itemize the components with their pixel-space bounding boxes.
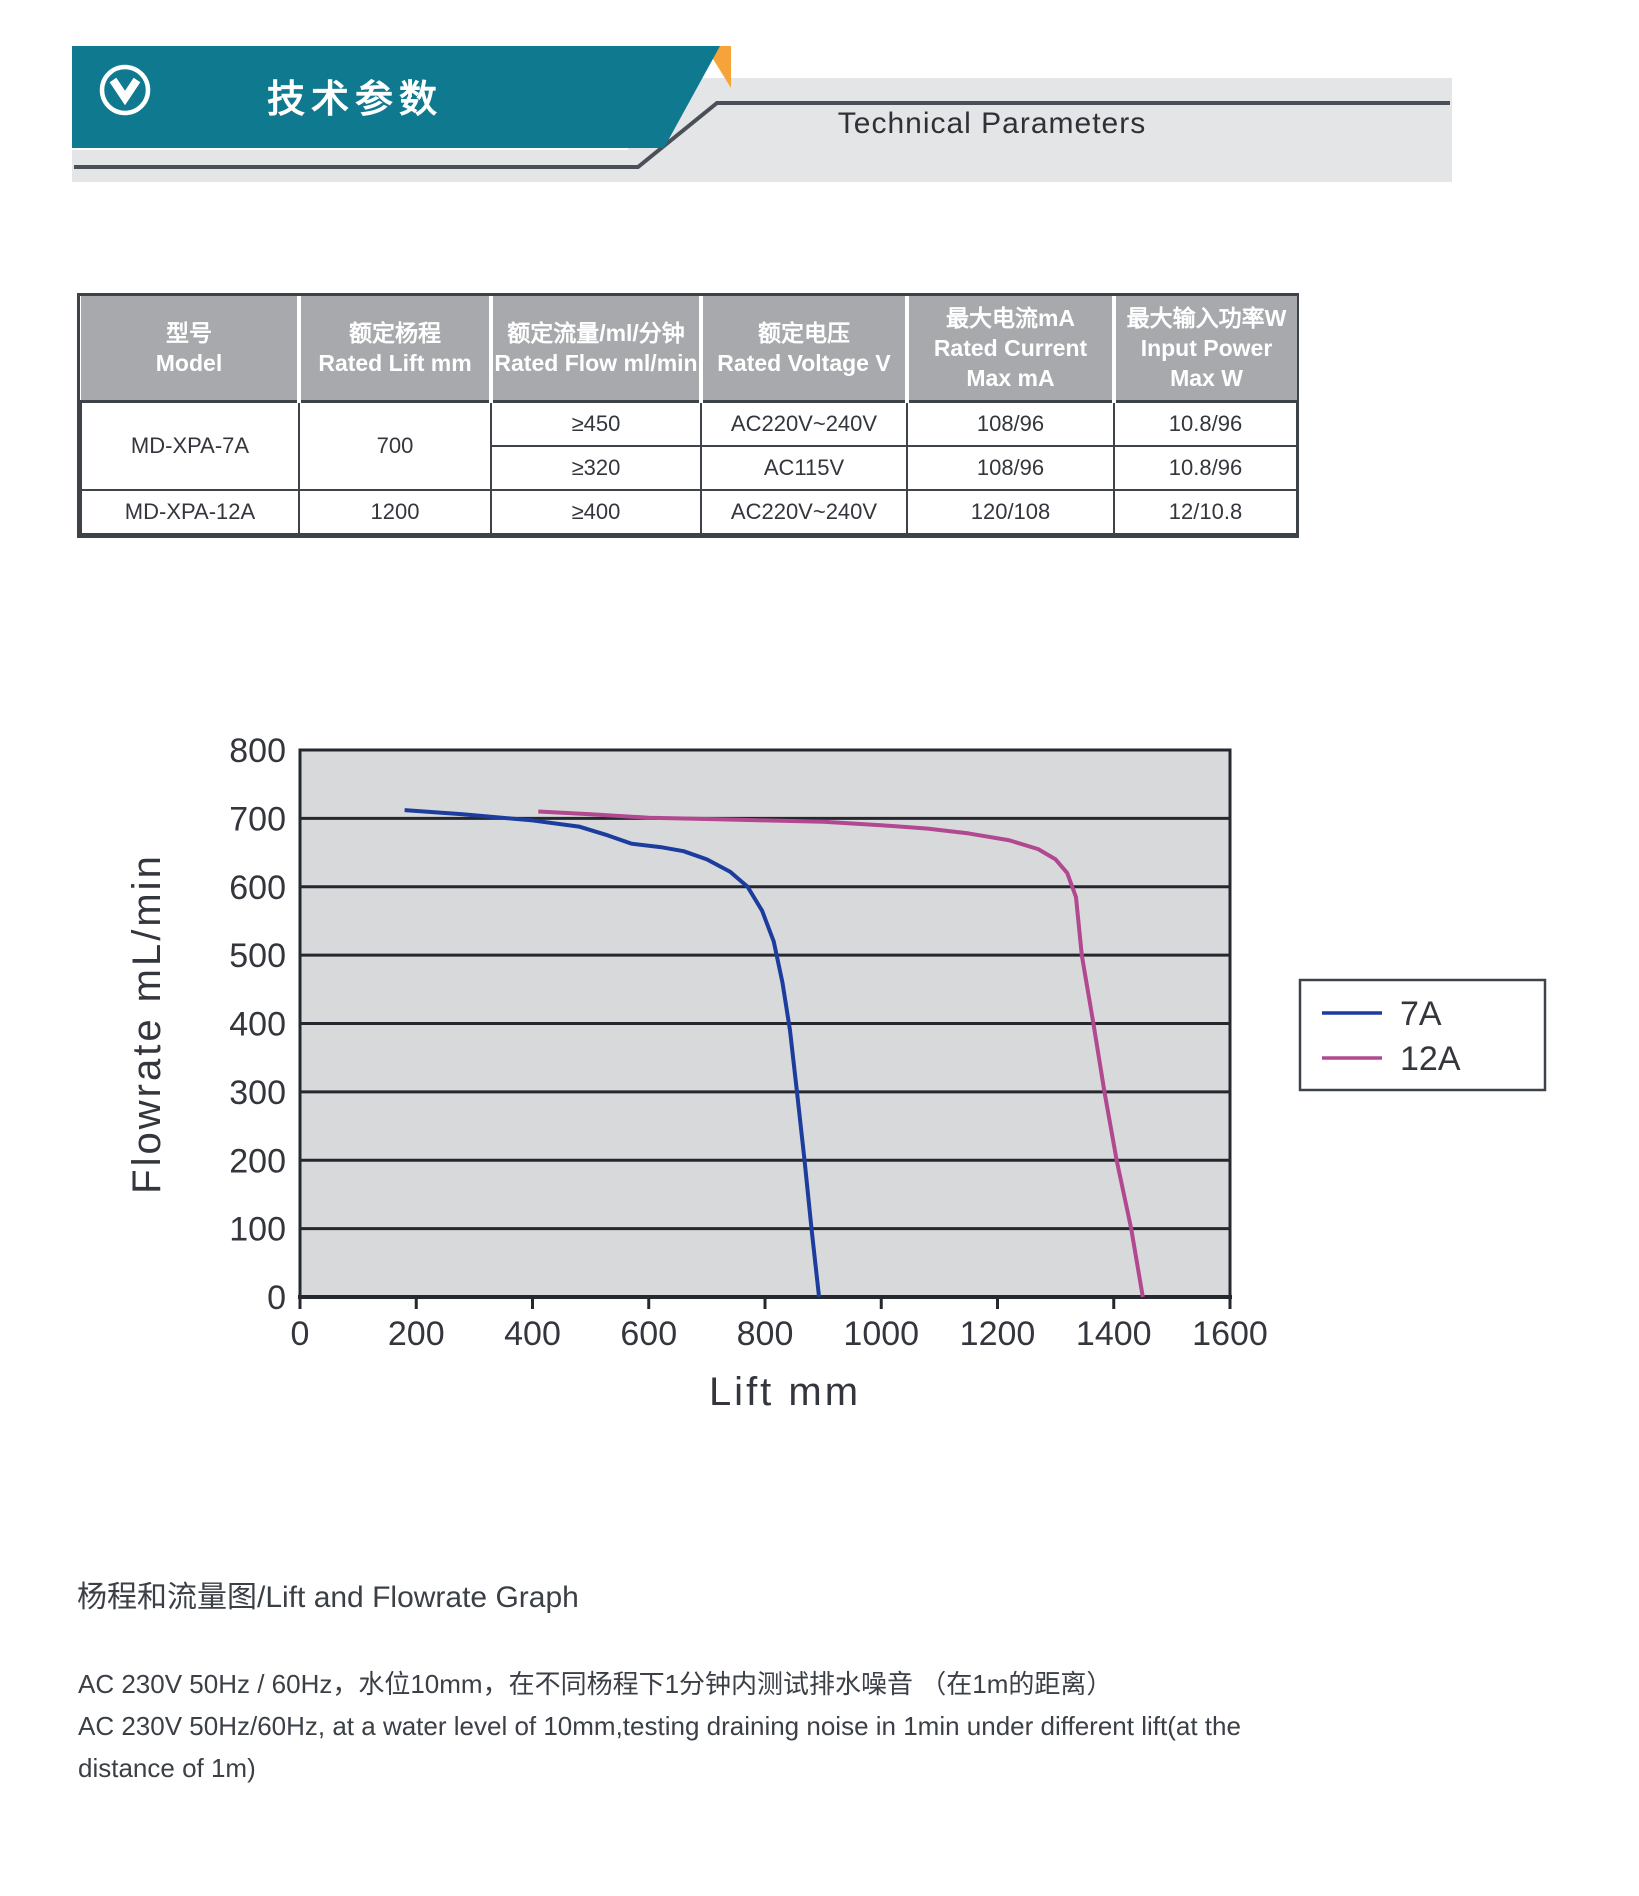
col-header-line: Rated Current	[933, 335, 1088, 361]
legend-label: 7A	[1400, 995, 1442, 1033]
y-tick-label: 100	[229, 1211, 286, 1249]
x-tick-label: 800	[737, 1315, 794, 1353]
col-header-line: Input Power	[1140, 335, 1273, 361]
x-tick-label: 0	[291, 1315, 310, 1353]
col-header-line: Max mA	[966, 365, 1055, 391]
cell-current: 108/96	[906, 445, 1115, 491]
series-line-7a	[404, 808, 822, 1298]
page-title-zh: 技术参数	[267, 79, 443, 121]
x-tick-label: 400	[504, 1315, 561, 1353]
cell-current: 120/108	[906, 489, 1115, 535]
col-header-line: Rated Lift mm	[318, 350, 472, 376]
cell-power: 10.8/96	[1113, 445, 1298, 491]
col-header-line: Rated Voltage V	[717, 350, 891, 376]
note-en-line1: AC 230V 50Hz/60Hz, at a water level of 1…	[78, 1711, 1241, 1741]
x-tick-label: 200	[388, 1315, 445, 1353]
y-axis-title: Flowrate mL/min	[125, 853, 169, 1194]
table-row: MD-XPA-12A 1200 ≥400 AC220V~240V 120/108…	[80, 489, 1298, 535]
x-axis-title: Lift mm	[709, 1370, 861, 1414]
chevron-down-circle-icon	[99, 64, 151, 116]
cell-model: MD-XPA-7A	[80, 400, 300, 491]
cell-power: 12/10.8	[1113, 489, 1298, 535]
col-header-rated-voltage: 额定电压 Rated Voltage V	[701, 296, 909, 403]
y-tick-label: 0	[267, 1279, 286, 1317]
y-tick-label: 400	[229, 1006, 286, 1044]
col-header-line: 额定流量/ml/分钟	[507, 320, 685, 346]
x-tick-label: 1200	[960, 1315, 1036, 1353]
series-line-12a	[538, 809, 1145, 1298]
table-header-row: 型号 Model 额定杨程 Rated Lift mm 额定流量/ml/分钟 R…	[81, 296, 1297, 403]
note-en-line2: distance of 1m)	[78, 1753, 256, 1783]
cell-flow: ≥450	[490, 400, 702, 447]
col-header-line: 最大电流mA	[945, 305, 1076, 331]
x-tick-label: 1400	[1076, 1315, 1152, 1353]
page-title-en: Technical Parameters	[838, 107, 1146, 140]
col-header-rated-flow: 额定流量/ml/分钟 Rated Flow ml/min	[491, 296, 703, 403]
cell-voltage: AC220V~240V	[700, 489, 908, 535]
spec-table: 型号 Model 额定杨程 Rated Lift mm 额定流量/ml/分钟 R…	[77, 293, 1299, 538]
col-header-line: 额定电压	[758, 320, 850, 346]
note-zh: AC 230V 50Hz / 60Hz，水位10mm，在不同杨程下1分钟内测试排…	[78, 1669, 1113, 1699]
cell-power: 10.8/96	[1113, 400, 1298, 447]
x-tick-label: 600	[620, 1315, 677, 1353]
table-row: MD-XPA-7A 700 ≥450 AC220V~240V 108/96 10…	[80, 400, 1298, 491]
cell-lift: 1200	[298, 489, 492, 535]
y-tick-label: 700	[229, 800, 286, 838]
legend-label: 12A	[1400, 1040, 1461, 1078]
cell-model: MD-XPA-12A	[80, 489, 300, 535]
test-condition-notes: AC 230V 50Hz / 60Hz，水位10mm，在不同杨程下1分钟内测试排…	[78, 1663, 1241, 1789]
table-row: ≥320 AC115V 108/96 10.8/96	[81, 445, 1298, 491]
cell-voltage: AC220V~240V	[700, 400, 908, 447]
cell-flow: ≥320	[490, 445, 702, 491]
header-banner: 技术参数 Technical Parameters	[72, 46, 1452, 182]
y-tick-label: 500	[229, 937, 286, 975]
y-tick-label: 600	[229, 869, 286, 907]
col-header-max-current: 最大电流mA Rated Current Max mA	[907, 296, 1116, 403]
teal-title-block	[72, 46, 720, 148]
y-tick-label: 800	[229, 732, 286, 770]
col-header-rated-lift: 额定杨程 Rated Lift mm	[299, 296, 493, 403]
col-header-line: 最大输入功率W	[1126, 305, 1287, 331]
cell-flow: ≥400	[490, 489, 702, 535]
legend-box	[1298, 978, 1547, 1092]
col-header-line: Max W	[1170, 365, 1243, 391]
x-tick-label: 1600	[1192, 1315, 1268, 1353]
col-header-line: Rated Flow ml/min	[494, 350, 698, 376]
x-tick-label: 1000	[843, 1315, 919, 1353]
cell-voltage: AC115V	[700, 445, 908, 491]
col-header-input-power: 最大输入功率W Input Power Max W	[1114, 296, 1297, 403]
col-header-line: Model	[155, 350, 223, 376]
y-tick-label: 200	[229, 1142, 286, 1180]
graph-caption-title: 杨程和流量图/Lift and Flowrate Graph	[77, 1581, 579, 1614]
lift-flowrate-chart: 0 200 400 600 800 1000 1200 1400 1600 0 100 200 300 4…	[125, 732, 1547, 1414]
col-header-model: 型号 Model	[81, 296, 301, 403]
cell-current: 108/96	[906, 400, 1115, 447]
y-tick-label: 300	[229, 1074, 286, 1112]
col-header-line: 额定杨程	[349, 320, 441, 346]
col-header-line: 型号	[166, 320, 212, 346]
banner-accent-line	[74, 101, 1450, 169]
cell-lift: 700	[298, 400, 492, 491]
